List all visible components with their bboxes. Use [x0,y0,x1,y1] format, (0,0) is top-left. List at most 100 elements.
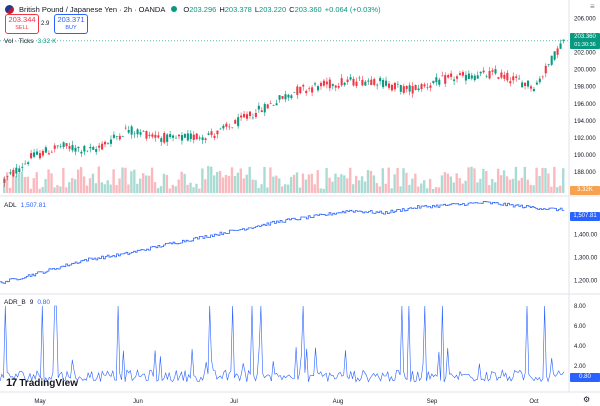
volume-bar [292,174,296,193]
volume-bar [106,180,109,193]
volume-bar [331,181,334,193]
buy-button[interactable]: 203.371 BUY [54,14,88,34]
adl-axis-tick: 1,200.00 [574,279,598,285]
volume-bar [210,166,213,193]
volume-bar [485,171,488,193]
candle-body [500,72,503,78]
candle-body [207,133,210,135]
volume-bar [349,167,352,193]
volume-bar [171,184,174,193]
candle-body [237,117,240,127]
candle-body [435,77,438,83]
candle-body [515,76,518,78]
sell-button[interactable]: 203.344 SELL [5,14,39,34]
candle-body [373,79,376,85]
adr-axis-tick: 8.00 [574,304,586,310]
volume-bar [476,182,479,193]
candle-body [198,137,201,139]
volume-bar [328,177,331,193]
volume-legend[interactable]: Vol · Ticks 3.32 K [4,38,56,45]
candle-body [453,79,456,81]
volume-bar [91,173,95,193]
go-to-date-icon[interactable]: ⚙ [583,395,591,404]
candle-body [15,167,18,174]
candle-body [98,145,101,148]
last-price-value: 203.360 [574,34,596,40]
candle-body [104,141,107,145]
candle-body [281,96,284,99]
volume-bar [192,187,195,193]
spread-value: 2.9 [41,21,50,27]
candle-body [485,75,488,77]
candle-body [68,146,71,149]
candle-body [263,104,266,113]
candle-body [438,79,441,85]
candle-body [299,86,302,94]
adr-legend[interactable]: ADR_B 9 0.80 [4,299,50,306]
volume-bar [242,178,245,193]
volume-bar [85,185,89,193]
volume-bar [470,166,473,193]
ohlc-high: H203.378 [219,4,252,14]
candle-body [488,71,491,79]
candle-body [83,145,86,152]
candle-body [260,110,263,113]
candle-body [432,80,435,84]
candle-body [272,104,275,106]
candle-body [136,129,139,135]
volume-bar [133,169,136,193]
candle-body [35,151,39,155]
volume-bar [319,188,322,193]
volume-bar [62,167,65,193]
symbol-header: British Pound / Japanese Yen · 2h · OAND… [4,3,381,15]
volume-bar [375,183,379,193]
volume-bar [366,170,370,193]
candle-body [538,78,541,83]
candle-body [340,78,343,86]
candle-body [387,83,391,88]
candle-body [18,168,21,173]
volume-bar [204,179,207,193]
volume-bar [233,175,237,193]
candle-body [529,86,533,89]
candle-body [254,112,257,117]
price-axis-tick: 196.000 [574,102,596,108]
price-axis-tick: 192.000 [574,136,596,142]
volume-bar [446,173,450,193]
candle-body [112,134,115,138]
volume-bar [482,168,485,193]
volume-bar [550,186,553,193]
adl-legend[interactable]: ADL 1,507.81 [4,202,46,209]
candle-body [275,103,278,106]
adl-tag: 1,507.81 [570,212,600,221]
ohlc-close: C203.360 [289,4,322,14]
volume-bar [73,179,77,193]
candle-body [512,76,515,81]
volume-bar [411,178,414,193]
candle-body [257,105,260,110]
candle-body [429,85,432,88]
symbol-title[interactable]: British Pound / Japanese Yen · 2h · OAND… [19,4,166,14]
volume-bar [313,184,316,193]
volume-bar [381,168,384,193]
volume-bar [195,183,198,193]
volume-bar [532,185,535,193]
volume-bar [44,179,47,193]
candle-body [305,90,308,94]
volume-bar [414,173,417,193]
volume-bar [440,175,444,193]
volume-bar [434,187,438,193]
candle-body [559,43,562,49]
volume-bar [224,174,228,193]
candle-body [535,82,538,85]
candle-body [461,72,464,76]
tradingview-logo[interactable]: 17 TradingView [6,377,78,389]
adl-line [0,201,565,284]
chart-settings-icon[interactable]: ≡ [590,2,595,11]
volume-bar [363,181,367,193]
volume-bar [437,187,441,193]
volume-bar [118,178,121,193]
adl-axis-tick: 1,400.00 [574,233,598,239]
